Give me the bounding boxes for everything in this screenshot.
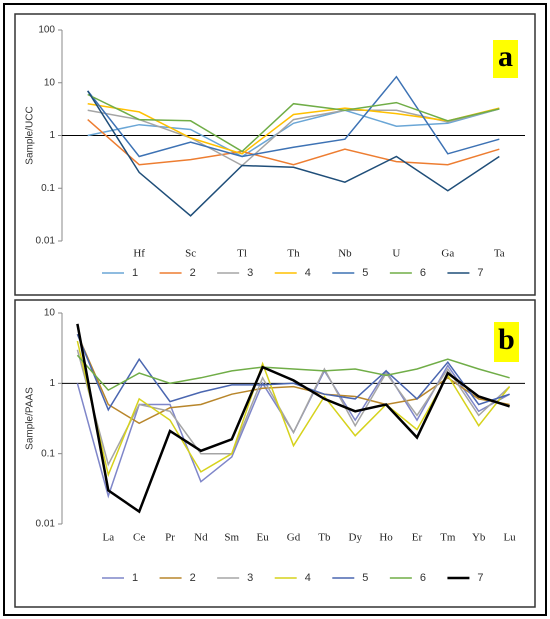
y-tick-label: 0.01 (36, 519, 56, 530)
series-line (87, 93, 500, 153)
legend-label: 6 (420, 267, 426, 279)
series-line (87, 75, 500, 158)
y-tick-label: 0.1 (41, 448, 55, 459)
y-axis-label: Sample/PAAS (25, 387, 36, 450)
y-tick-label: 1 (49, 130, 55, 141)
y-tick-label: 10 (44, 308, 56, 319)
x-tick-label: Er (412, 532, 423, 544)
panel-frame (14, 13, 536, 296)
series-line (76, 349, 511, 467)
x-tick-label: Sc (185, 248, 196, 260)
x-tick-label: Ta (494, 248, 505, 260)
x-tick-label: Nd (194, 532, 208, 544)
tag-box (494, 322, 519, 362)
legend-label: 6 (420, 572, 426, 584)
x-tick-label: Tl (237, 248, 247, 260)
x-tick-label: Lu (503, 532, 516, 544)
x-tick-label: La (102, 532, 114, 544)
legend-label: 4 (305, 572, 311, 584)
legend-label: 2 (190, 572, 196, 584)
legend-label: 1 (132, 572, 138, 584)
y-tick-label: 0.01 (36, 236, 56, 247)
legend-label: 3 (247, 267, 253, 279)
x-tick-label: Th (287, 248, 300, 260)
series-line (76, 333, 510, 412)
x-tick-label: Sm (224, 532, 239, 544)
x-tick-label: Ho (379, 532, 393, 544)
x-tick-label: Ga (441, 248, 454, 260)
tag-box (493, 40, 518, 78)
legend-label: 5 (362, 572, 368, 584)
series-line (87, 108, 500, 158)
series-line (87, 90, 500, 217)
y-tick-label: 0.1 (41, 183, 55, 194)
series-line (87, 119, 500, 166)
x-tick-label: Gd (287, 532, 301, 544)
legend-label: 2 (190, 267, 196, 279)
x-tick-label: Eu (257, 532, 270, 544)
legend-label: 7 (477, 267, 483, 279)
legend-label: 7 (477, 572, 483, 584)
x-tick-label: Nb (338, 248, 352, 260)
x-tick-label: Ce (133, 532, 145, 544)
outer-frame (3, 3, 547, 616)
panel-tag: b (498, 323, 515, 356)
y-tick-label: 100 (38, 25, 55, 36)
x-tick-label: Tb (318, 532, 331, 544)
legend-label: 3 (247, 572, 253, 584)
legend-label: 1 (132, 267, 138, 279)
y-tick-label: 10 (44, 77, 56, 88)
x-tick-label: Pr (165, 532, 175, 544)
x-tick-label: Tm (440, 532, 456, 544)
x-tick-label: Yb (472, 532, 486, 544)
panel-tag: a (498, 40, 513, 73)
x-tick-label: Hf (133, 248, 145, 260)
series-line (87, 102, 500, 155)
y-tick-label: 1 (49, 378, 55, 389)
series-line (76, 323, 510, 514)
panel-frame (14, 299, 536, 608)
y-axis-label: Sample/UCC (25, 106, 36, 164)
series-line (76, 363, 510, 499)
series-line (76, 340, 511, 478)
series-line (76, 354, 510, 392)
x-tick-label: U (392, 248, 400, 260)
legend-label: 5 (362, 267, 368, 279)
x-tick-label: Dy (349, 532, 363, 544)
legend-label: 4 (305, 267, 311, 279)
